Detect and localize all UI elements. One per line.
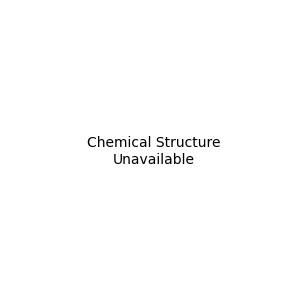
Text: Chemical Structure
Unavailable: Chemical Structure Unavailable — [87, 136, 220, 166]
